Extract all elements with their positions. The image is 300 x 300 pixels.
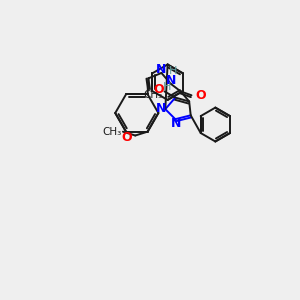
Text: N: N (171, 116, 181, 130)
Text: O: O (153, 82, 164, 96)
Text: O: O (122, 130, 132, 144)
Text: H: H (169, 66, 178, 76)
Text: O: O (195, 89, 206, 102)
Text: CH₃: CH₃ (102, 127, 122, 137)
Text: N: N (166, 74, 176, 87)
Text: CH₃: CH₃ (143, 90, 162, 100)
Text: N: N (155, 102, 166, 115)
Text: H: H (163, 82, 171, 92)
Text: N: N (156, 63, 167, 76)
